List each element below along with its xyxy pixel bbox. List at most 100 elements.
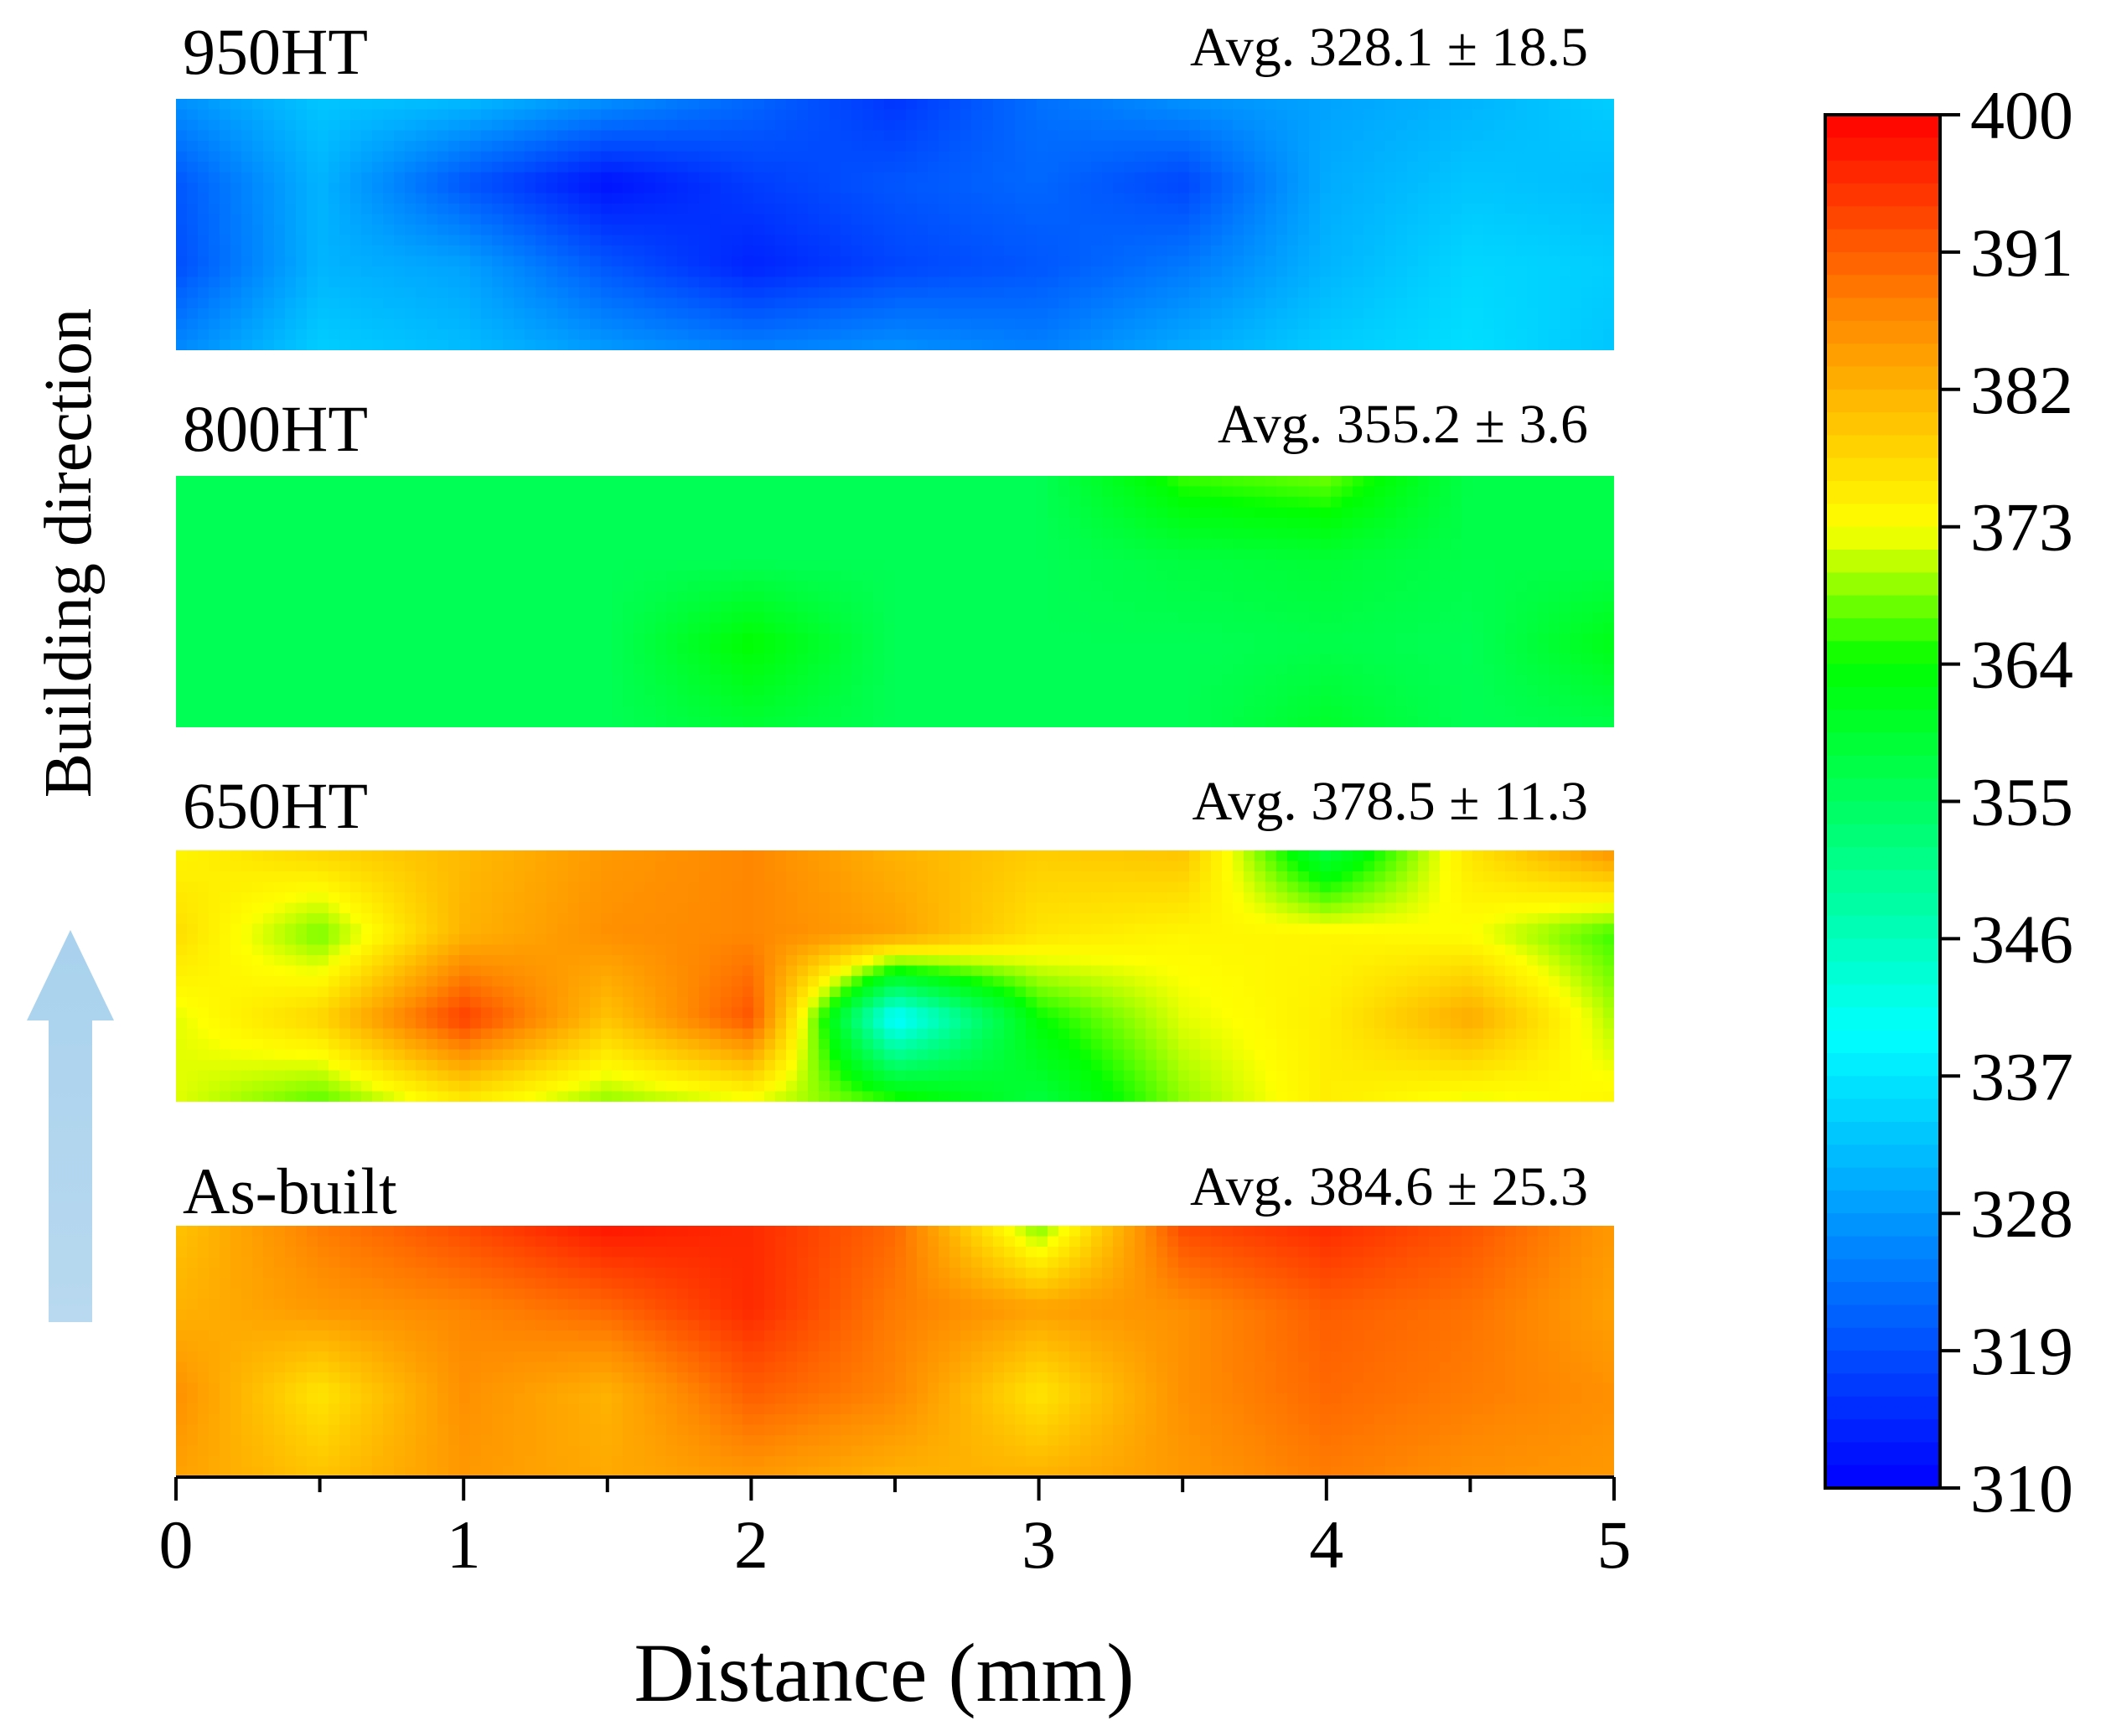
heatmap-cell [1178, 528, 1190, 540]
heatmap-cell [459, 266, 471, 278]
heatmap-cell [1244, 245, 1255, 257]
heatmap-800HT [176, 476, 1614, 727]
heatmap-cell [1462, 120, 1473, 132]
heatmap-cell [1549, 318, 1560, 330]
heatmap-cell [1080, 497, 1092, 509]
heatmap-cell [884, 570, 896, 581]
heatmap-cell [1178, 172, 1190, 183]
heatmap-cell [939, 151, 950, 163]
heatmap-cell [1418, 130, 1430, 142]
heatmap-cell [884, 287, 896, 299]
heatmap-cell [971, 329, 983, 341]
heatmap-cell [1276, 528, 1288, 540]
heatmap-cell [1069, 308, 1081, 320]
heatmap-cell [307, 99, 318, 111]
heatmap-cell [808, 256, 820, 267]
heatmap-cell [819, 497, 830, 509]
heatmap-cell [971, 109, 983, 121]
heatmap-cell [1320, 476, 1332, 488]
heatmap-cell [416, 476, 427, 488]
heatmap-cell [601, 518, 613, 530]
heatmap-cell [841, 99, 852, 111]
heatmap-cell [350, 612, 362, 623]
heatmap-cell [427, 297, 438, 309]
heatmap-cell [699, 214, 711, 225]
heatmap-cell [198, 339, 210, 350]
heatmap-cell [808, 276, 820, 288]
heatmap-cell [710, 99, 722, 111]
heatmap-cell [1178, 318, 1190, 330]
heatmap-cell [884, 497, 896, 509]
heatmap-cell [1385, 256, 1397, 267]
heatmap-cell [1320, 172, 1332, 183]
heatmap-cell [361, 256, 373, 267]
heatmap-cell [1222, 214, 1234, 225]
heatmap-cell [503, 549, 515, 561]
heatmap-cell [220, 235, 231, 246]
heatmap-cell [895, 204, 907, 215]
heatmap-cell [753, 141, 765, 152]
heatmap-cell [274, 99, 286, 111]
y-axis-title: Building direction [32, 308, 106, 798]
heatmap-cell [514, 308, 525, 320]
heatmap-cell [895, 193, 907, 204]
heatmap-cell [1396, 318, 1408, 330]
heatmap-cell [590, 276, 602, 288]
heatmap-cell [448, 486, 460, 498]
heatmap-cell [862, 225, 874, 236]
heatmap-cell [1451, 109, 1462, 121]
heatmap-cell [601, 318, 613, 330]
heatmap-cell [1004, 287, 1016, 299]
heatmap-cell [448, 560, 460, 571]
heatmap-cell [1549, 130, 1560, 142]
heatmap-cell [851, 497, 863, 509]
heatmap-cell [764, 297, 776, 309]
heatmap-cell [1342, 476, 1353, 488]
heatmap-cell [982, 120, 994, 132]
heatmap-cell [1527, 266, 1539, 278]
heatmap-cell [917, 266, 929, 278]
heatmap-cell [732, 130, 743, 142]
heatmap-cell [775, 151, 787, 163]
heatmap-cell [568, 486, 580, 498]
heatmap-cell [1026, 497, 1037, 509]
heatmap-cell [1178, 204, 1190, 215]
heatmap-cell [329, 183, 340, 194]
heatmap-cell [721, 570, 732, 581]
heatmap-cell [1255, 591, 1266, 602]
heatmap-cell [1331, 120, 1343, 132]
heatmap-cell [220, 486, 231, 498]
heatmap-cell [492, 570, 504, 581]
heatmap-cell [568, 151, 580, 163]
heatmap-cell [1592, 172, 1604, 183]
heatmap-cell [1418, 235, 1430, 246]
heatmap-cell [1211, 602, 1223, 613]
heatmap-cell [557, 308, 569, 320]
heatmap-cell [1494, 549, 1506, 561]
heatmap-cell [1113, 214, 1125, 225]
heatmap-cell [634, 486, 645, 498]
heatmap-cell [1451, 339, 1462, 350]
heatmap-cell [350, 287, 362, 299]
heatmap-cell [1113, 266, 1125, 278]
heatmap-cell [230, 560, 242, 571]
heatmap-cell [1124, 570, 1136, 581]
heatmap-cell [525, 276, 536, 288]
heatmap-cell [1124, 120, 1136, 132]
heatmap-cell [307, 183, 318, 194]
heatmap-cell [1581, 549, 1593, 561]
heatmap-cell [459, 287, 471, 299]
heatmap-cell [1156, 183, 1168, 194]
heatmap-cell [644, 151, 656, 163]
heatmap-cell [644, 528, 656, 540]
heatmap-cell [405, 235, 417, 246]
heatmap-cell [1462, 162, 1473, 173]
heatmap-cell [655, 266, 667, 278]
heatmap-cell [1004, 339, 1016, 350]
heatmap-cell [492, 235, 504, 246]
heatmap-cell [895, 602, 907, 613]
heatmap-cell [427, 476, 438, 488]
heatmap-cell [906, 151, 918, 163]
heatmap-cell [1113, 245, 1125, 257]
heatmap-cell [862, 507, 874, 519]
